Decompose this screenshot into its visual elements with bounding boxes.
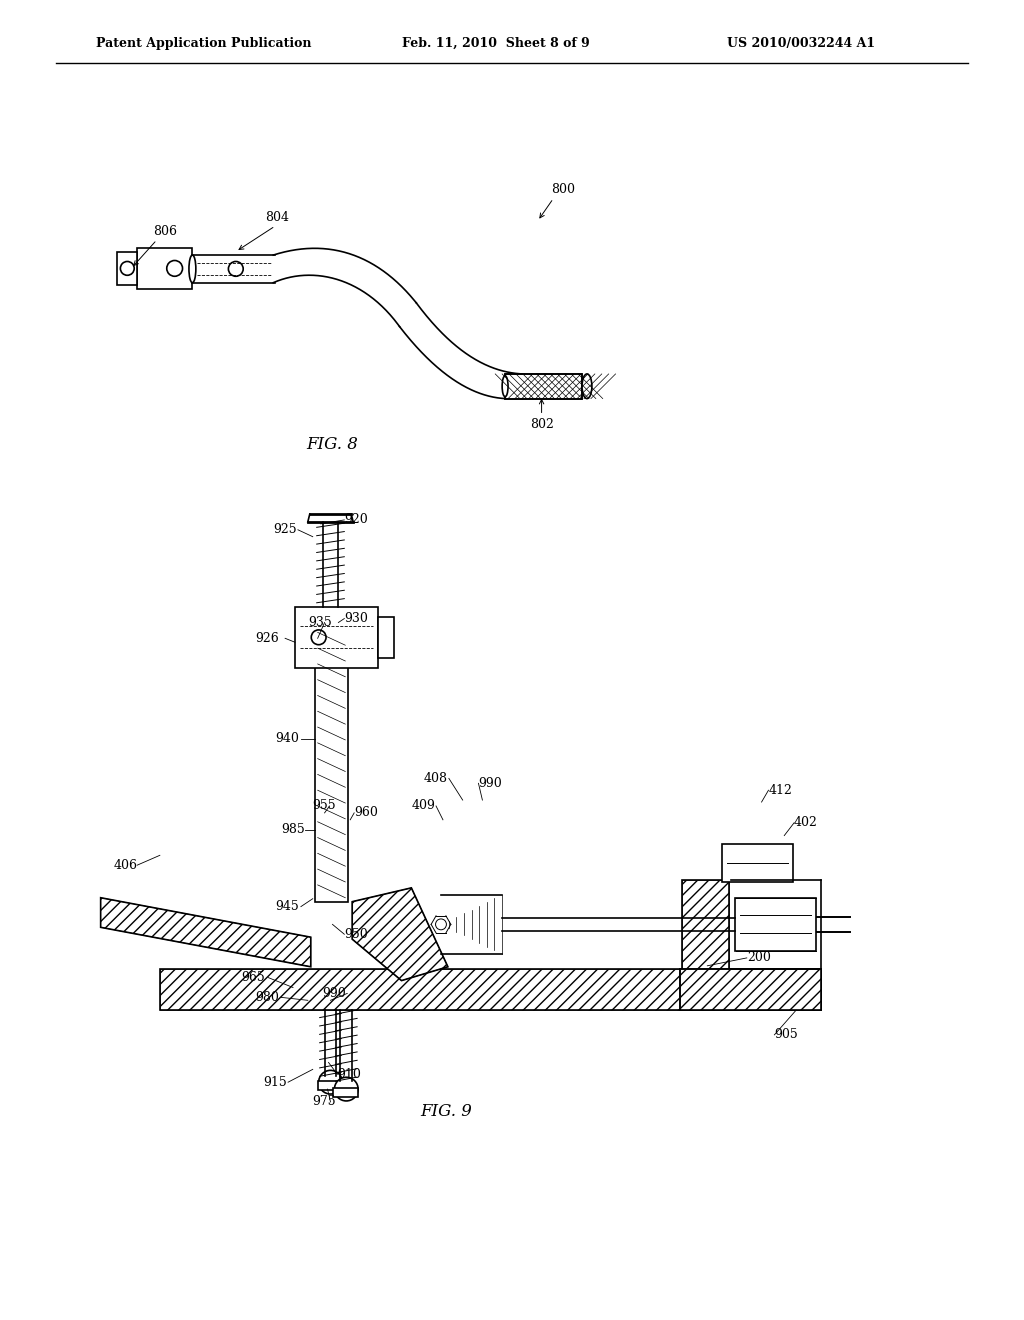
Text: 960: 960: [354, 807, 378, 820]
Text: FIG. 8: FIG. 8: [306, 437, 358, 454]
Polygon shape: [100, 898, 310, 966]
Circle shape: [121, 261, 134, 276]
Text: 915: 915: [263, 1076, 287, 1089]
Text: 940: 940: [275, 733, 299, 746]
Bar: [118, 252, 137, 285]
Text: 806: 806: [153, 224, 177, 238]
Bar: [160, 969, 821, 1010]
Text: 804: 804: [265, 211, 290, 224]
Text: 409: 409: [412, 800, 435, 813]
Polygon shape: [352, 888, 447, 981]
Text: 990: 990: [478, 776, 502, 789]
Bar: [682, 880, 729, 969]
Text: 802: 802: [529, 418, 554, 432]
Text: 990: 990: [323, 987, 346, 1001]
Text: 412: 412: [768, 784, 793, 797]
Circle shape: [335, 1077, 358, 1101]
Text: 200: 200: [746, 952, 771, 965]
Text: 905: 905: [774, 1028, 798, 1041]
Bar: [295, 607, 378, 668]
Text: 408: 408: [423, 772, 447, 785]
Text: 950: 950: [344, 928, 368, 941]
Text: 930: 930: [344, 612, 369, 626]
Text: 925: 925: [273, 523, 297, 536]
Bar: [680, 969, 821, 1010]
Circle shape: [228, 261, 243, 276]
Bar: [722, 845, 794, 882]
Bar: [378, 616, 393, 659]
Ellipse shape: [189, 255, 196, 282]
Bar: [735, 898, 816, 950]
Text: 406: 406: [114, 859, 137, 871]
Circle shape: [435, 919, 446, 929]
Bar: [505, 374, 582, 399]
Circle shape: [318, 1071, 342, 1094]
Bar: [137, 248, 193, 289]
Bar: [505, 374, 582, 399]
Bar: [680, 969, 821, 1010]
Text: 965: 965: [242, 972, 265, 985]
Circle shape: [167, 260, 182, 276]
Text: 926: 926: [256, 632, 280, 644]
Text: 955: 955: [312, 800, 336, 813]
Text: 402: 402: [795, 816, 818, 829]
Bar: [680, 969, 731, 1010]
Text: 945: 945: [275, 900, 299, 913]
Text: 975: 975: [312, 1096, 336, 1109]
Ellipse shape: [502, 376, 508, 397]
Text: Feb. 11, 2010  Sheet 8 of 9: Feb. 11, 2010 Sheet 8 of 9: [401, 37, 589, 50]
Text: US 2010/0032244 A1: US 2010/0032244 A1: [727, 37, 876, 50]
Bar: [314, 635, 348, 902]
Text: 910: 910: [337, 1068, 361, 1081]
Bar: [334, 1088, 358, 1097]
Bar: [317, 1081, 342, 1090]
Bar: [160, 969, 821, 1010]
Text: 920: 920: [344, 513, 368, 527]
Bar: [682, 880, 729, 969]
Text: 980: 980: [256, 991, 280, 1005]
Text: FIG. 9: FIG. 9: [420, 1104, 472, 1121]
Ellipse shape: [582, 374, 592, 399]
Bar: [680, 969, 731, 1010]
Text: 800: 800: [552, 183, 575, 197]
Text: Patent Application Publication: Patent Application Publication: [95, 37, 311, 50]
Circle shape: [311, 630, 326, 644]
Text: 935: 935: [308, 616, 332, 630]
Text: 985: 985: [282, 824, 305, 836]
